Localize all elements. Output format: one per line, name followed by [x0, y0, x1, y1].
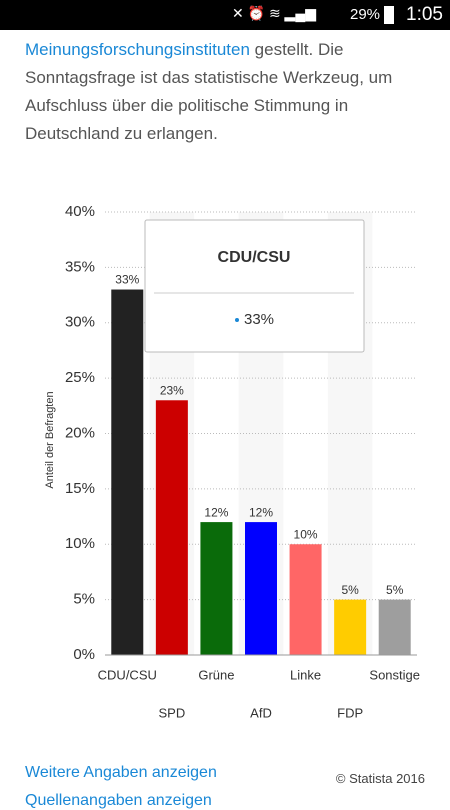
x-tick-label: AfD — [250, 705, 272, 720]
status-bar: ✕ ⏰ ≋ ▂▄▆ 29% 1:05 — [0, 0, 450, 30]
value-label: 10% — [294, 527, 318, 541]
y-tick-label: 20% — [65, 424, 95, 441]
x-tick-label: SPD — [158, 705, 185, 720]
text: gestellt. Die Sonntagsfrage ist das stat… — [25, 40, 393, 143]
chart: Anteil der Befragten 0% 5% 10% 15% 20% 25% 30%… — [44, 203, 420, 720]
clock: 1:05 — [406, 4, 443, 25]
intro-text: Meinungsforschungsinstituten gestellt. D… — [25, 36, 430, 148]
battery: 29% — [350, 6, 381, 23]
tooltip-value: 33% — [244, 311, 274, 328]
bar — [200, 522, 233, 655]
y-tick-label: 25% — [65, 369, 95, 386]
x-tick-label: Linke — [290, 667, 321, 682]
value-label: 12% — [249, 505, 273, 519]
tooltip-dot — [235, 318, 239, 322]
bar — [334, 599, 367, 655]
x-tick-label: FDP — [337, 705, 363, 720]
x-tick-label: Sonstige — [369, 667, 420, 682]
more-link[interactable]: Weitere Angaben anzeigen — [25, 764, 217, 781]
battery-icon — [384, 6, 394, 24]
value-label: 5% — [386, 583, 404, 597]
bar — [111, 289, 144, 655]
x-tick-label: Grüne — [198, 667, 234, 682]
y-tick-label: 15% — [65, 480, 95, 497]
y-axis-label: Anteil der Befragten — [44, 391, 56, 488]
sources-link[interactable]: Quellenangaben anzeigen — [25, 792, 212, 809]
y-tick-label: 10% — [65, 535, 95, 552]
bar — [289, 544, 322, 655]
value-label: 5% — [341, 583, 359, 597]
tooltip-title: CDU/CSU — [218, 249, 291, 266]
bar — [245, 522, 277, 655]
link[interactable]: Meinungsforschungsinstituten — [25, 40, 250, 59]
x-tick-label: CDU/CSU — [98, 667, 157, 682]
value-label: 33% — [115, 273, 139, 287]
tooltip: CDU/CSU 33% — [144, 219, 365, 353]
y-tick-label: 0% — [73, 646, 95, 663]
value-label: 23% — [160, 383, 184, 397]
y-tick-label: 40% — [65, 203, 95, 220]
bar — [155, 400, 188, 655]
y-tick-label: 5% — [73, 591, 95, 608]
bar — [378, 599, 411, 655]
value-label: 12% — [204, 505, 228, 519]
y-tick-label: 30% — [65, 314, 95, 331]
y-tick-label: 35% — [65, 258, 95, 275]
icons: ✕ ⏰ ≋ ▂▄▆ — [232, 5, 317, 21]
credit: © Statista 2016 — [335, 771, 425, 786]
tooltip-box — [144, 219, 365, 353]
